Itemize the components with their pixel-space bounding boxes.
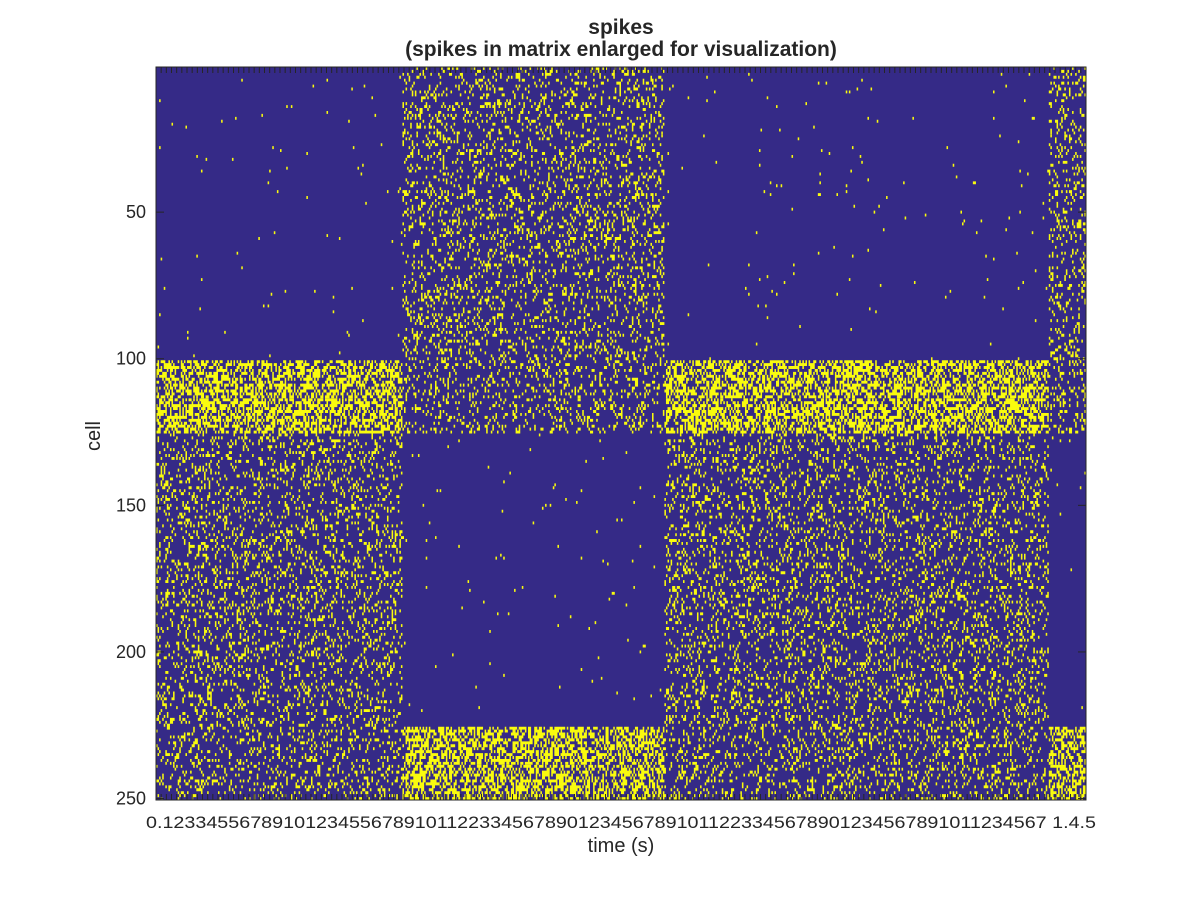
- y-tick-label: 150: [116, 495, 146, 515]
- y-axis-label: cell: [83, 421, 105, 451]
- chart-subtitle: (spikes in matrix enlarged for visualiza…: [405, 38, 837, 61]
- chart-title: spikes: [588, 16, 653, 39]
- x-axis-label: time (s): [588, 835, 655, 857]
- y-axis-ticks: 50 100 150 200 250: [116, 202, 1086, 809]
- plot-area: [156, 67, 1086, 800]
- y-tick-label: 200: [116, 642, 146, 662]
- y-tick-label: 250: [116, 789, 146, 809]
- spike-marks: [156, 67, 1086, 800]
- y-tick-label: 50: [126, 202, 146, 222]
- y-tick-label: 100: [116, 349, 146, 369]
- x-tick-labels: 0.12334556789101234556789101122334567890…: [146, 813, 1096, 832]
- spike-raster: [156, 67, 1086, 800]
- axes-frame: [155, 66, 1087, 801]
